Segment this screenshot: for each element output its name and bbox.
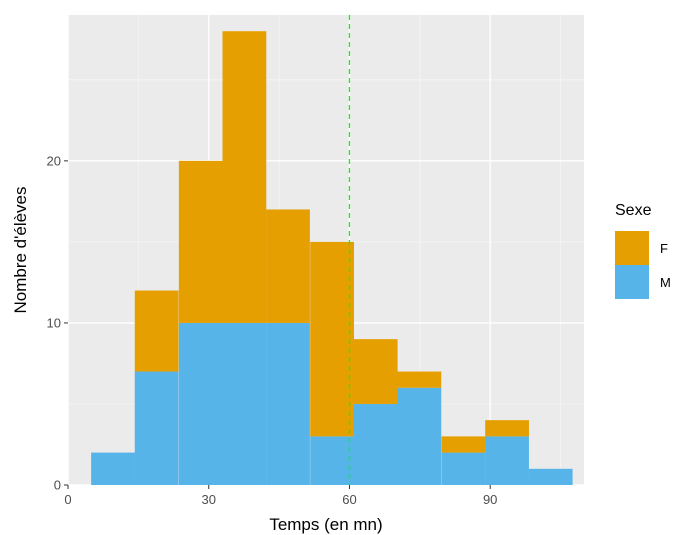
- y-axis-title: Nombre d'élèves: [11, 186, 30, 313]
- legend-key-M: [615, 265, 649, 299]
- bar-F: [485, 420, 529, 437]
- bar-F: [353, 339, 398, 404]
- bar-M: [397, 387, 442, 485]
- y-tick-label: 20: [47, 153, 61, 168]
- bar-M: [91, 452, 135, 485]
- bar-M: [441, 452, 486, 485]
- bar-M: [178, 322, 223, 485]
- bar-M: [266, 322, 310, 485]
- bars: [91, 31, 573, 485]
- legend-label-F: F: [660, 241, 668, 256]
- bar-M: [222, 322, 267, 485]
- bar-F: [222, 31, 267, 323]
- legend: Sexe F M: [615, 202, 671, 299]
- bar-F: [266, 209, 310, 323]
- bar-M: [528, 468, 573, 485]
- bar-M: [310, 436, 354, 485]
- x-tick-label: 60: [342, 492, 356, 507]
- bar-M: [134, 371, 179, 485]
- x-tick-label: 30: [201, 492, 215, 507]
- bar-M: [353, 403, 398, 485]
- bar-M: [485, 436, 529, 485]
- bar-F: [134, 290, 179, 372]
- legend-title: Sexe: [615, 202, 652, 219]
- bar-F: [397, 371, 442, 388]
- bar-F: [310, 241, 354, 437]
- x-tick-label: 0: [64, 492, 71, 507]
- y-tick-label: 0: [54, 478, 61, 493]
- x-tick-label: 90: [483, 492, 497, 507]
- y-axis: 0 10 20: [47, 153, 68, 493]
- legend-key-F: [615, 231, 649, 265]
- bar-F: [441, 436, 486, 453]
- x-axis: 0 30 60 90: [64, 485, 497, 507]
- bar-F: [178, 160, 223, 323]
- legend-label-M: M: [660, 275, 671, 290]
- x-axis-title: Temps (en mn): [269, 515, 382, 534]
- y-tick-label: 10: [47, 315, 61, 330]
